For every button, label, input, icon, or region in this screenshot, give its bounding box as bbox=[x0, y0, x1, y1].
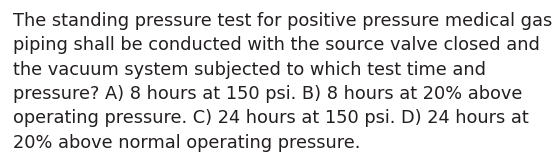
Text: The standing pressure test for positive pressure medical gas piping shall be con: The standing pressure test for positive … bbox=[13, 12, 552, 151]
